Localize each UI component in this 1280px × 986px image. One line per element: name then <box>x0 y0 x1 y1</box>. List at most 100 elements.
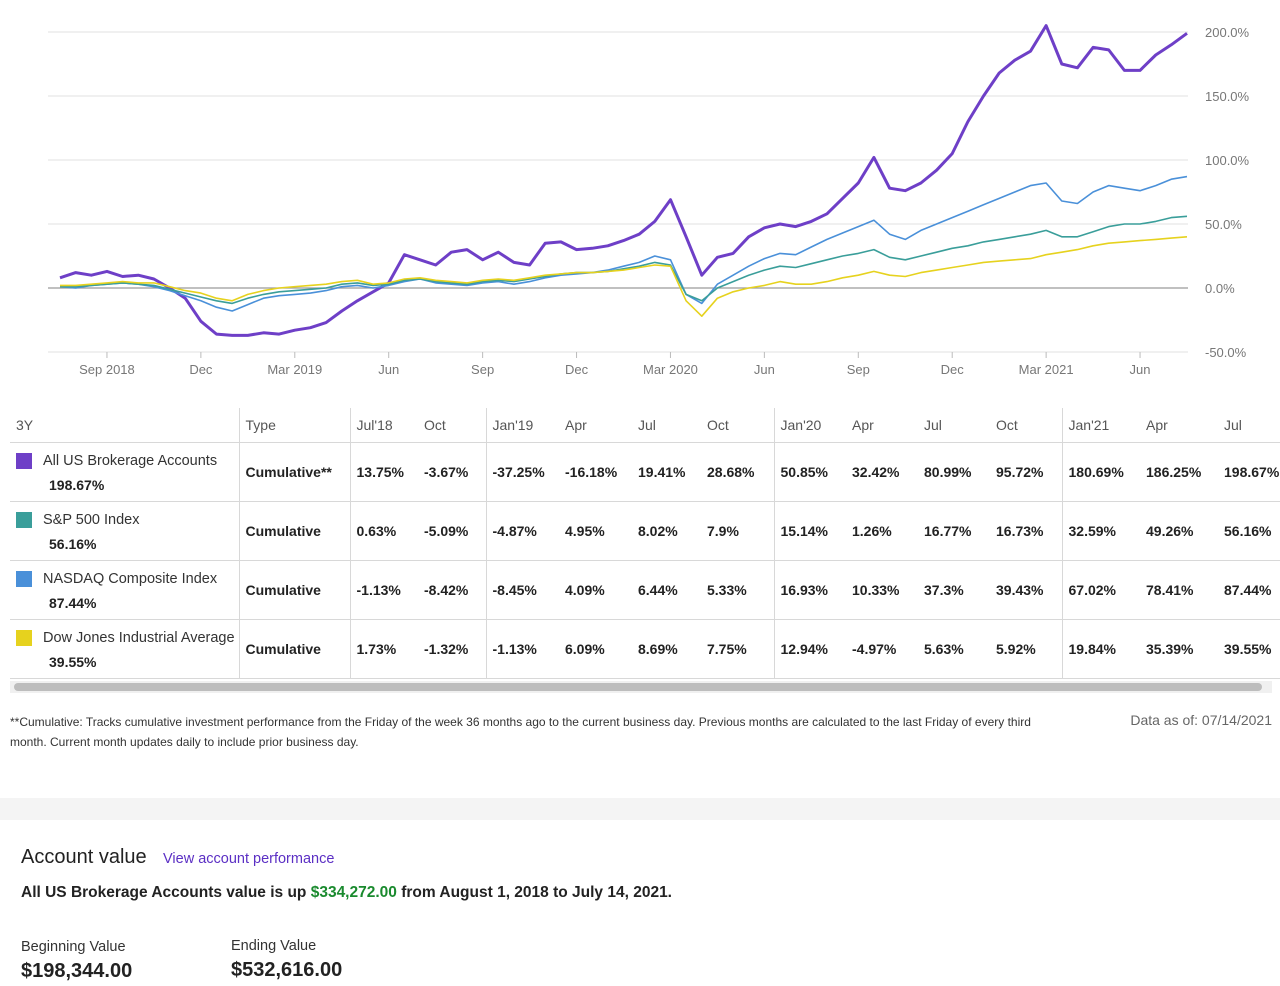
value-cell: -5.09% <box>418 501 486 561</box>
value-cell: 67.02% <box>1061 560 1140 620</box>
value-cell: 39.55% <box>1218 619 1280 679</box>
type-header: Type <box>238 408 350 443</box>
legend-swatch <box>16 629 32 646</box>
column-header: Oct <box>990 408 1062 443</box>
type-cell: Cumulative <box>238 501 350 561</box>
value-cell: 39.43% <box>990 560 1062 620</box>
value-cell: -3.67% <box>418 442 486 502</box>
column-header: Oct <box>701 408 774 443</box>
value-cell: 32.42% <box>846 442 918 502</box>
value-cell: 16.77% <box>918 501 990 561</box>
series-line-dow-jones-industrial-average <box>60 236 1188 318</box>
value-cell: -4.97% <box>846 619 918 679</box>
x-tick-label: Sep <box>471 362 494 377</box>
summary-suffix: from August 1, 2018 to July 14, 2021. <box>396 884 672 901</box>
column-header: Apr <box>1140 408 1218 443</box>
value-cell: -1.32% <box>418 619 486 679</box>
type-cell: Cumulative <box>238 619 350 679</box>
column-header: Apr <box>846 408 918 443</box>
account-cell: NASDAQ Composite Index 87.44% <box>10 560 239 620</box>
performance-table: 3Y Type Jul'18 Oct Jan'19 Apr Jul Oct Jan'20 Ap… <box>10 408 1280 679</box>
x-axis-ticks: Sep 2018 Dec Mar 2019 Jun Sep Dec Mar 2020 Jun S… <box>79 352 1151 377</box>
column-header: Jul'18 <box>349 408 418 443</box>
y-tick-label: -50.0% <box>1205 345 1247 360</box>
table-row: NASDAQ Composite Index 87.44% Cumulative -1… <box>10 560 1280 620</box>
value-cell: 50.85% <box>773 442 846 502</box>
account-cell: All US Brokerage Accounts 198.67% <box>10 442 239 502</box>
series-line-s-p-500-index <box>60 215 1188 305</box>
chart-series <box>59 24 1188 337</box>
value-cell: 87.44% <box>1218 560 1280 620</box>
value-cell: 16.73% <box>990 501 1062 561</box>
value-cell: -16.18% <box>559 442 632 502</box>
x-tick-label: Jun <box>754 362 775 377</box>
section-divider <box>0 798 1280 820</box>
column-header: Apr <box>559 408 632 443</box>
value-cell: 180.69% <box>1061 442 1140 502</box>
value-cell: 7.9% <box>701 501 774 561</box>
ending-value-label: Ending Value <box>231 938 317 954</box>
value-cell: 13.75% <box>349 442 418 502</box>
value-cell: 16.93% <box>773 560 846 620</box>
account-total: 87.44% <box>49 594 97 611</box>
value-cell: 80.99% <box>918 442 990 502</box>
period-label: 3Y <box>10 408 239 443</box>
x-tick-label: Dec <box>565 362 589 377</box>
summary-prefix: All US Brokerage Accounts value is up <box>21 884 311 901</box>
value-cell: 186.25% <box>1140 442 1218 502</box>
y-tick-label: 0.0% <box>1205 281 1235 296</box>
value-cell: 95.72% <box>990 442 1062 502</box>
value-cell: 5.33% <box>701 560 774 620</box>
column-header: Jan'19 <box>485 408 559 443</box>
value-cell: -4.87% <box>485 501 559 561</box>
ending-value: $532,616.00 <box>231 959 343 981</box>
value-cell: 8.69% <box>632 619 701 679</box>
account-summary: All US Brokerage Accounts value is up $3… <box>21 884 672 902</box>
value-cell: 37.3% <box>918 560 990 620</box>
legend-swatch <box>16 511 32 528</box>
account-cell: Dow Jones Industrial Average 39.55% <box>10 619 239 679</box>
value-cell: 10.33% <box>846 560 918 620</box>
value-cell: -8.45% <box>485 560 559 620</box>
x-tick-label: Mar 2019 <box>267 362 322 377</box>
value-cell: 0.63% <box>349 501 418 561</box>
column-header: Jul <box>918 408 990 443</box>
x-tick-label: Dec <box>941 362 965 377</box>
beginning-value: $198,344.00 <box>21 960 133 982</box>
x-tick-label: Mar 2020 <box>643 362 698 377</box>
value-cell: 78.41% <box>1140 560 1218 620</box>
value-cell: -37.25% <box>485 442 559 502</box>
account-name: Dow Jones Industrial Average <box>43 629 235 646</box>
y-tick-label: 150.0% <box>1205 89 1250 104</box>
value-cell: 1.73% <box>349 619 418 679</box>
value-cell: 6.44% <box>632 560 701 620</box>
account-cell: S&P 500 Index 56.16% <box>10 501 239 561</box>
value-cell: 8.02% <box>632 501 701 561</box>
value-cell: 5.63% <box>918 619 990 679</box>
view-account-performance-link[interactable]: View account performance <box>163 851 335 867</box>
column-header: Oct <box>418 408 486 443</box>
type-cell: Cumulative <box>238 560 350 620</box>
value-cell: 56.16% <box>1218 501 1280 561</box>
account-total: 56.16% <box>49 535 97 552</box>
value-cell: 35.39% <box>1140 619 1218 679</box>
series-line-all-us-brokerage-accounts <box>59 24 1188 337</box>
x-tick-label: Sep 2018 <box>79 362 135 377</box>
value-cell: 19.84% <box>1061 619 1140 679</box>
account-name: NASDAQ Composite Index <box>43 570 218 587</box>
value-cell: 12.94% <box>773 619 846 679</box>
value-cell: -1.13% <box>349 560 418 620</box>
value-cell: 28.68% <box>701 442 774 502</box>
beginning-value-label: Beginning Value <box>21 939 126 955</box>
chart-grid <box>48 31 1188 353</box>
horizontal-scrollbar[interactable] <box>10 681 1272 693</box>
account-total: 39.55% <box>49 653 97 670</box>
performance-line-chart: 200.0% 150.0% 100.0% 50.0% 0.0% -50.0% Sep 20… <box>48 24 1250 377</box>
table-row: Dow Jones Industrial Average 39.55% Cumula… <box>10 619 1280 679</box>
type-cell: Cumulative** <box>238 442 350 502</box>
value-cell: 4.95% <box>559 501 632 561</box>
column-header: Jan'21 <box>1061 408 1140 443</box>
value-cell: 15.14% <box>773 501 846 561</box>
table-row: S&P 500 Index 56.16% Cumulative 0.63% -5.09%… <box>10 501 1280 561</box>
scrollbar-thumb[interactable] <box>14 683 1262 691</box>
